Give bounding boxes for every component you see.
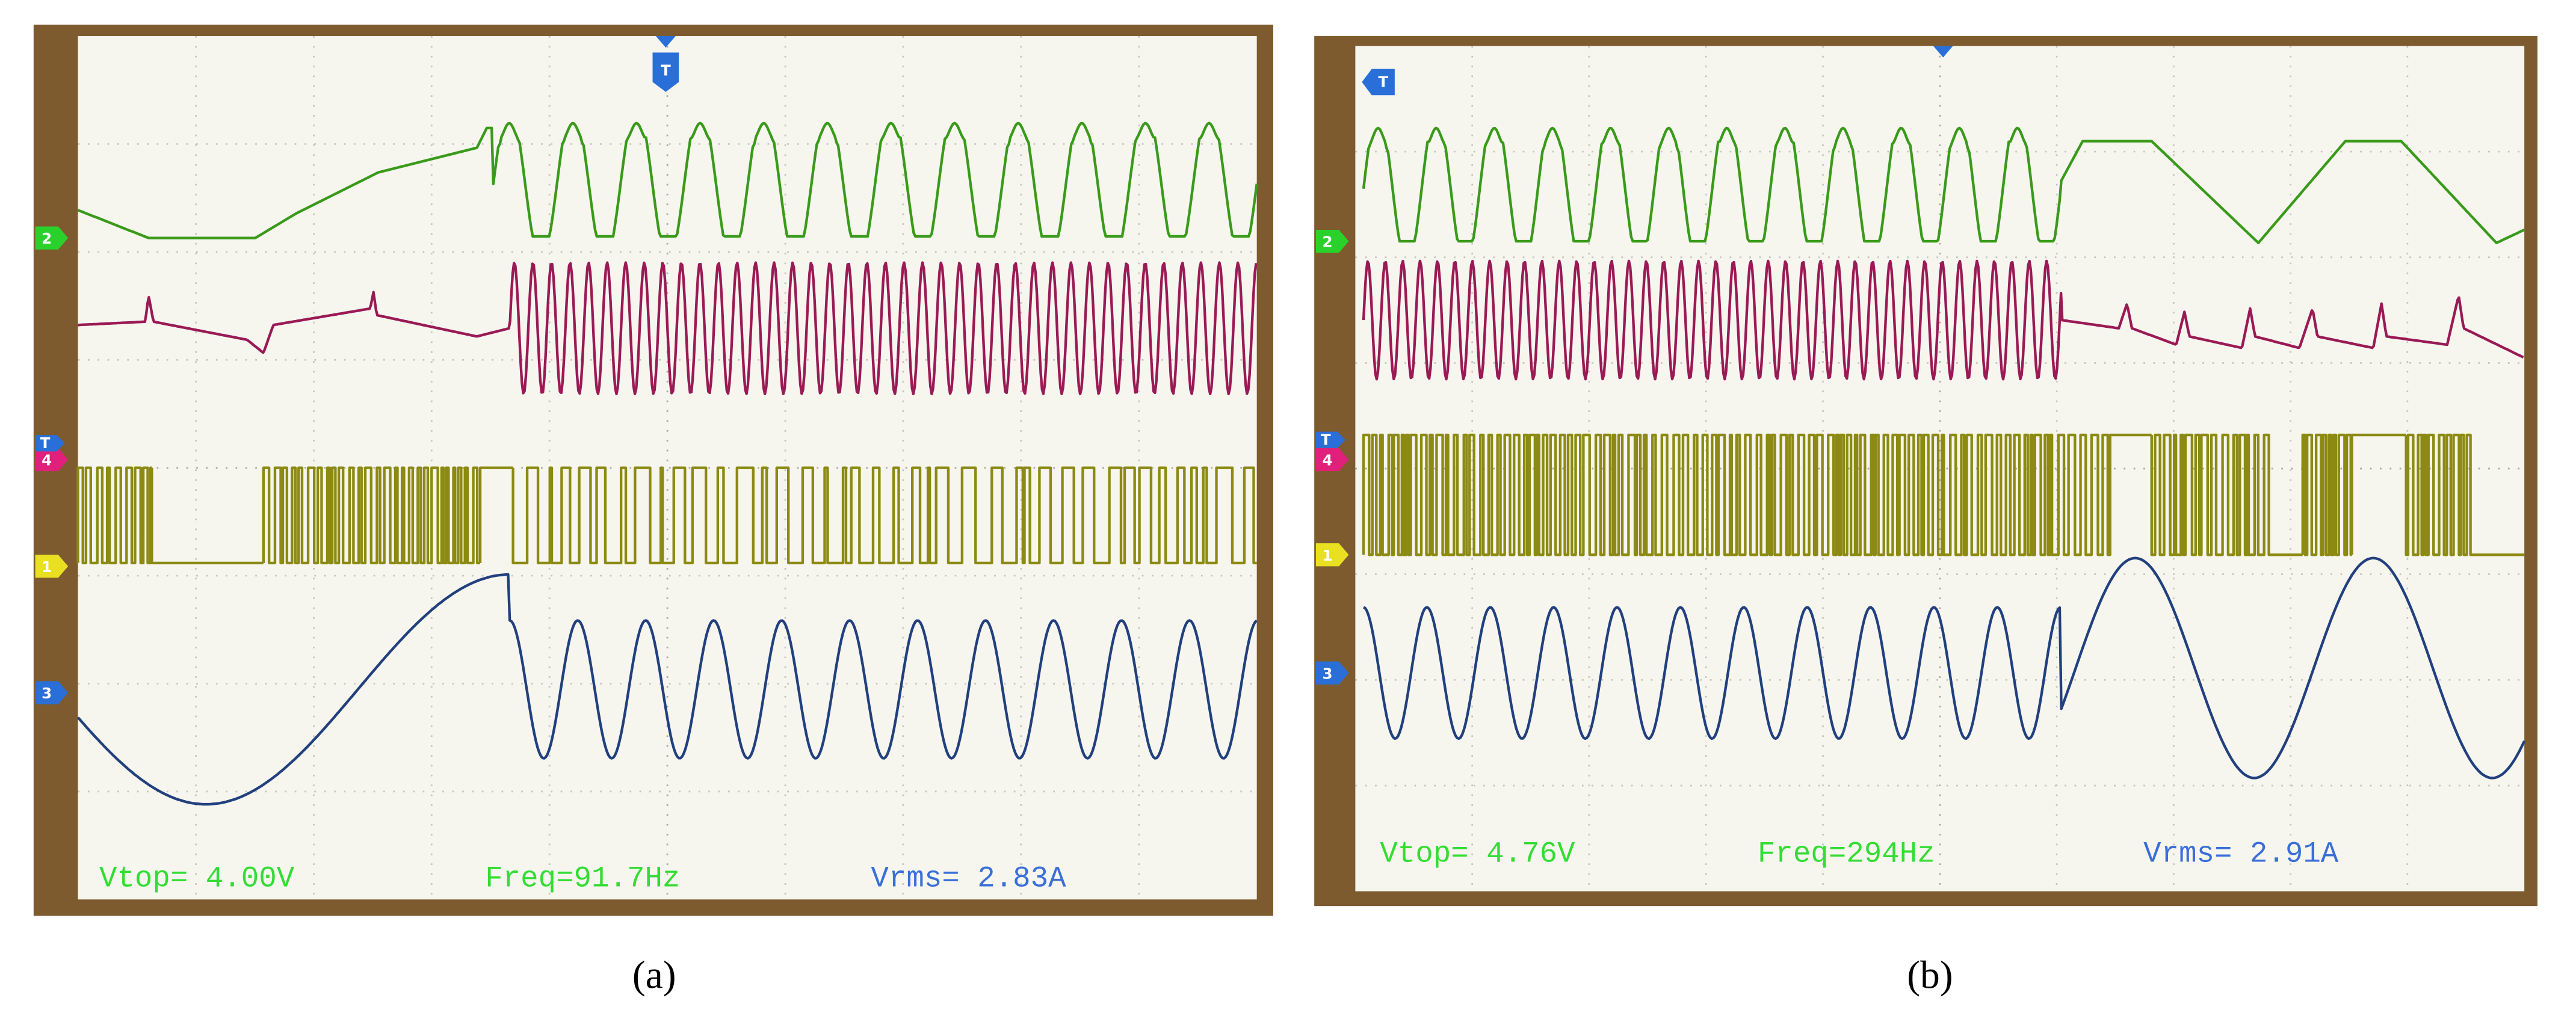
channel-label: 2 [1322, 233, 1332, 251]
trigger-label: T [661, 62, 671, 79]
measurement: Freq=91.7Hz [485, 861, 680, 895]
measurement: Vrms= 2.91A [2143, 837, 2339, 871]
channel-tag [1315, 448, 1349, 472]
measurement: Vtop= 4.00V [99, 861, 295, 895]
channel-label: 4 [42, 452, 52, 469]
waveform [76, 466, 1257, 565]
channel-label: 4 [1322, 452, 1332, 469]
level-label: T [40, 434, 51, 452]
caption: (a) [632, 954, 676, 997]
channel-tag [35, 555, 69, 578]
channel-label: 2 [42, 230, 52, 247]
measurement: Vtop= 4.76V [1380, 837, 1575, 871]
content: 2 4 1 3 T T Vtop= 4.00V Freq=91.7Hz Vrms= 2.83A 2… [35, 36, 2526, 900]
trigger-arrow [1933, 46, 1953, 58]
channel-tag [1315, 543, 1349, 567]
waveform [76, 573, 1258, 806]
channel-tag [35, 448, 69, 472]
caption: (b) [1907, 954, 1953, 997]
trigger-tag [1362, 69, 1395, 96]
trigger-tag [652, 52, 679, 92]
waveform [1363, 556, 2526, 780]
trigger-label: T [1378, 73, 1388, 91]
waveform [1362, 433, 2525, 556]
waveform [78, 261, 1258, 396]
level-label: T [1321, 431, 1331, 448]
channel-tag [35, 226, 69, 250]
waveform [1362, 126, 2525, 245]
channel-tag [1315, 230, 1349, 253]
level-tag [1315, 431, 1346, 448]
measurement: Freq=294Hz [1758, 837, 1935, 871]
trigger-arrow [655, 36, 676, 48]
channel-tag [35, 681, 69, 704]
channel-tag [1315, 661, 1349, 685]
waveform [77, 122, 1258, 239]
waveform [1362, 259, 2524, 381]
channel-label: 1 [42, 558, 52, 576]
channel-label: 3 [42, 685, 52, 702]
channel-label: 3 [1322, 665, 1332, 682]
channel-label: 1 [1322, 547, 1332, 564]
level-tag [35, 435, 65, 452]
measurement: Vrms= 2.83A [871, 861, 1066, 895]
